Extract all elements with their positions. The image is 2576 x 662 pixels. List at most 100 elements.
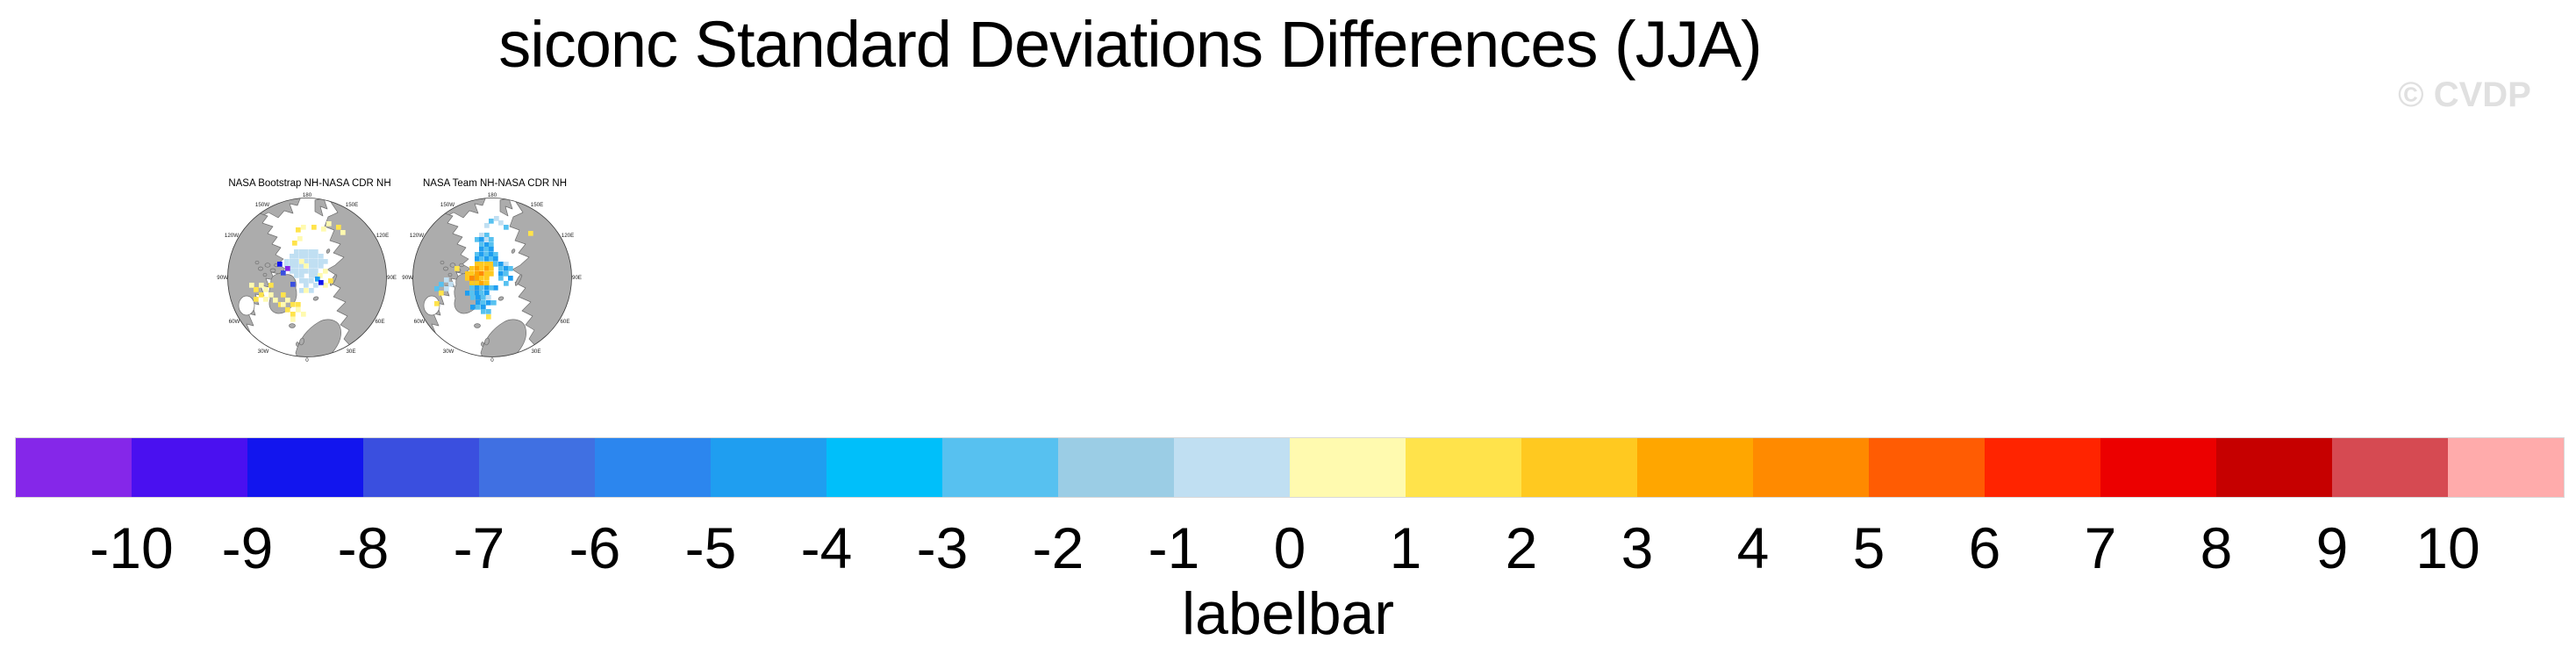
map-cell <box>484 256 490 262</box>
island <box>440 260 445 265</box>
map-cell <box>508 276 513 281</box>
map-cell <box>484 271 490 277</box>
map-cell <box>299 288 304 293</box>
map-cell <box>491 300 497 306</box>
map-cell <box>493 262 498 267</box>
map-cell <box>481 309 486 314</box>
map-cell <box>439 282 444 287</box>
map-cell <box>434 286 440 291</box>
map-title-team: NASA Team NH-NASA CDR NH <box>422 178 568 189</box>
map-cell <box>318 273 323 278</box>
colorbar-tick: -8 <box>337 515 390 580</box>
island-ireland <box>481 342 484 347</box>
map-cell <box>285 266 290 271</box>
map-cell <box>290 259 295 264</box>
longitude-label: 30W <box>258 349 269 355</box>
map-cell <box>493 256 498 262</box>
map-cell <box>489 252 494 257</box>
map-cell <box>494 216 499 221</box>
map-cell <box>475 271 480 277</box>
colorbar-segment <box>1174 438 1290 497</box>
hudson-bay <box>423 295 440 316</box>
colorbar-tick: -4 <box>800 515 853 580</box>
island-severnaya-zemlya <box>511 248 516 254</box>
island <box>262 272 268 277</box>
map-cell <box>309 278 314 284</box>
map-cell <box>489 237 494 242</box>
longitude-label: 120E <box>562 233 574 239</box>
map-cell <box>481 300 486 306</box>
map-cell <box>486 300 491 306</box>
colorbar-tick: 9 <box>2315 515 2349 580</box>
map-cell <box>479 242 484 248</box>
map-cell <box>313 259 318 264</box>
map-cell <box>486 314 491 320</box>
map-cell <box>292 241 297 246</box>
map-cell <box>304 269 309 274</box>
map-cell <box>296 227 301 233</box>
colorbar-tick: 2 <box>1505 515 1538 580</box>
map-cell <box>476 305 481 310</box>
island-novaya-zemlya <box>514 274 523 286</box>
longitude-label: 150W <box>255 202 269 208</box>
longitude-label: 60E <box>560 319 569 325</box>
map-cell <box>489 285 494 291</box>
map-cell <box>299 249 304 255</box>
map-cell <box>290 302 296 307</box>
map-cell <box>323 283 328 288</box>
map-cell <box>470 305 476 310</box>
colorbar-tick: 3 <box>1621 515 1654 580</box>
map-cell <box>268 283 274 288</box>
map-cell <box>313 249 318 255</box>
landmass-europe <box>295 319 341 357</box>
colorbar-segment <box>2448 438 2564 497</box>
map-cell <box>318 259 324 264</box>
island-iceland <box>474 323 481 328</box>
map-cell <box>484 247 490 252</box>
island-svalbard <box>312 296 319 301</box>
colorbar-segment <box>711 438 826 497</box>
colorbar-tick: 1 <box>1389 515 1422 580</box>
colorbar-segment <box>826 438 942 497</box>
map-cell <box>439 291 444 296</box>
map-cell <box>476 300 481 306</box>
map-cell <box>476 295 481 300</box>
map-cell <box>328 278 333 284</box>
colorbar-tick: 10 <box>2415 515 2480 580</box>
map-cell <box>326 221 332 227</box>
map-cell <box>479 252 484 257</box>
figure-title: siconc Standard Deviations Differences (… <box>498 8 1762 81</box>
map-cell <box>434 301 440 306</box>
map-panel-team: NASA Team NH-NASA CDR NH 180 150W 1 <box>402 176 588 369</box>
colorbar-segment <box>16 438 132 497</box>
map-cell <box>444 277 449 283</box>
colorbar-segment <box>1521 438 1637 497</box>
map-cell <box>493 285 498 291</box>
map-cell <box>304 283 309 288</box>
difference-cells <box>434 216 533 320</box>
island-iceland <box>289 323 296 328</box>
map-cell <box>508 266 513 271</box>
map-cell <box>528 231 533 236</box>
map-cell <box>489 271 494 277</box>
map-cell <box>486 295 491 300</box>
map-boundary-circle <box>412 198 572 357</box>
colorbar-segment <box>1406 438 1521 497</box>
map-cell <box>309 263 314 269</box>
map-cell <box>469 281 475 286</box>
map-cell <box>479 237 484 242</box>
map-cell <box>498 271 504 277</box>
map-cell <box>475 237 480 242</box>
map-cell <box>294 269 299 274</box>
map-cell <box>489 262 494 267</box>
longitude-label: 120W <box>225 233 239 239</box>
map-cell <box>285 307 290 313</box>
colorbar-segment <box>1290 438 1406 497</box>
map-cell <box>284 259 290 264</box>
longitude-label: 90E <box>572 275 582 281</box>
map-cell <box>479 285 484 291</box>
map-boundary-circle <box>227 198 387 357</box>
map-cell <box>475 276 480 281</box>
map-cell <box>259 283 264 288</box>
map-cell <box>309 254 314 259</box>
